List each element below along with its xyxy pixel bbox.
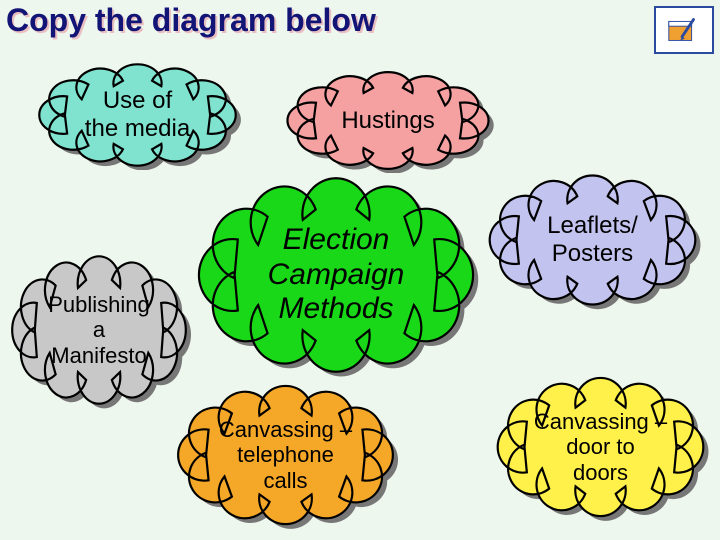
cloud-center: Election Campaign Methods	[186, 170, 486, 380]
cloud-label-media: Use of the media	[30, 60, 245, 170]
cloud-label-leaflets: Leaflets/ Posters	[480, 170, 705, 310]
diagram-stage: Copy the diagram below Use of the media H…	[0, 0, 720, 540]
write-icon	[654, 6, 714, 54]
cloud-label-center: Election Campaign Methods	[186, 170, 486, 380]
cloud-telephone: Canvassing – telephone calls	[168, 380, 403, 530]
cloud-label-manifesto: Publishing a Manifesto	[4, 250, 194, 410]
cloud-door: Canvassing – door to doors	[488, 372, 713, 522]
page-title: Copy the diagram below	[6, 2, 376, 39]
cloud-label-telephone: Canvassing – telephone calls	[168, 380, 403, 530]
cloud-label-door: Canvassing – door to doors	[488, 372, 713, 522]
cloud-hustings: Hustings	[278, 68, 498, 173]
cloud-leaflets: Leaflets/ Posters	[480, 170, 705, 310]
cloud-manifesto: Publishing a Manifesto	[4, 250, 194, 410]
cloud-label-hustings: Hustings	[278, 68, 498, 173]
cloud-media: Use of the media	[30, 60, 245, 170]
